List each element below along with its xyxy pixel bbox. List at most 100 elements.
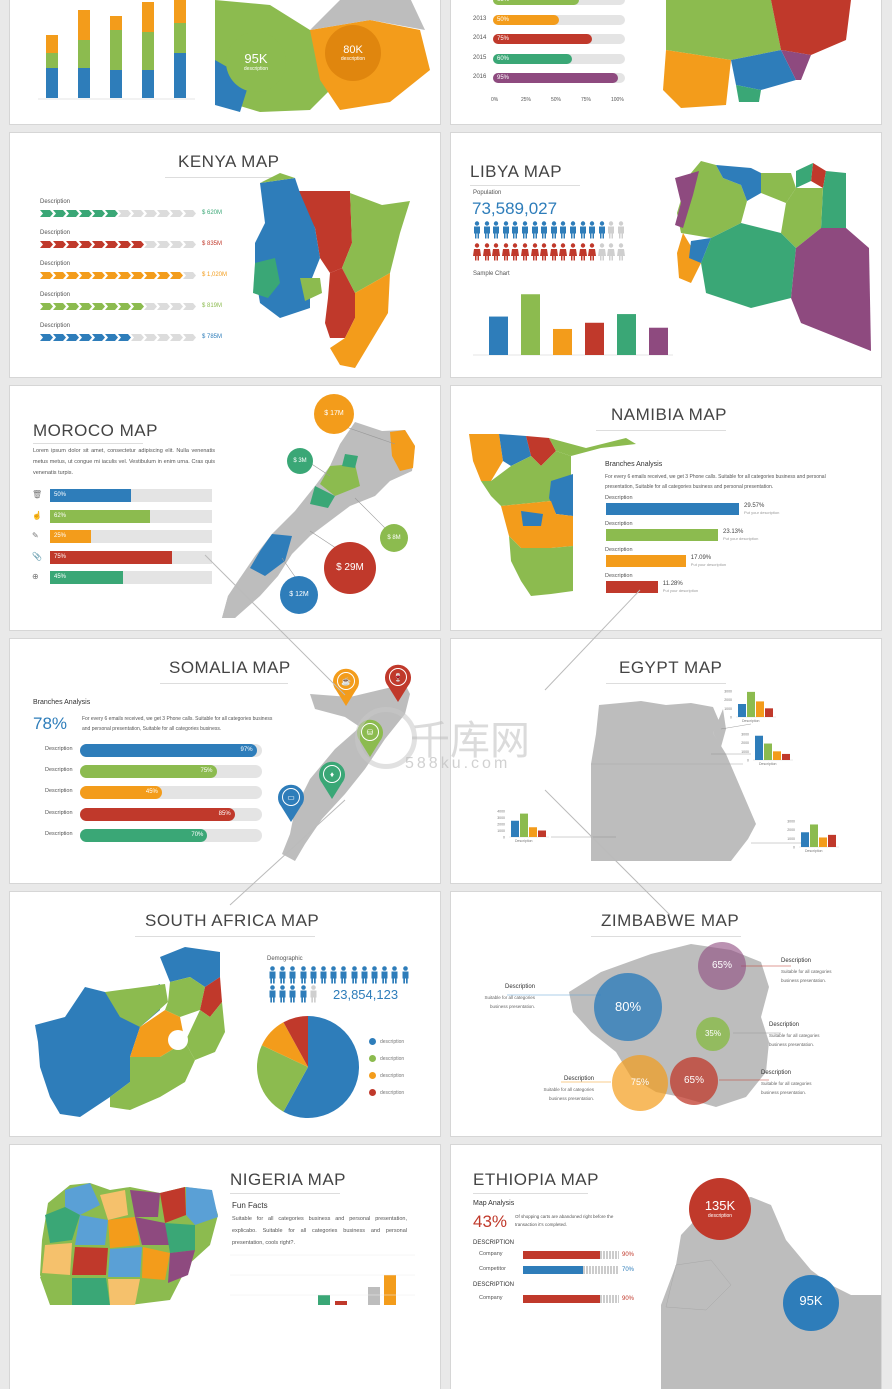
pie-slice: [257, 1045, 308, 1112]
callout-body: Suitable for all categories business pre…: [781, 969, 832, 983]
progress-label: 45%: [145, 789, 158, 796]
arrow-segment: [157, 272, 170, 279]
bar-percent: 17.09%: [690, 555, 712, 561]
map-pin[interactable]: 🍷: [383, 664, 413, 704]
zimbabwe-bubble-75: 75%: [612, 1055, 668, 1111]
comparison-bar: [523, 1295, 601, 1303]
axis-tick: 0: [730, 716, 732, 720]
slide-title: SOUTH AFRICA MAP: [145, 911, 320, 930]
row-label: Description: [40, 323, 71, 329]
arrow-segment: [183, 272, 196, 279]
map-pin[interactable]: ☕: [331, 668, 361, 708]
person-icon: [371, 966, 378, 984]
row-label: Description: [40, 261, 71, 267]
trash-icon: 🗑: [32, 490, 43, 499]
bar-sub: Put your description: [690, 562, 727, 567]
chart-bar: [810, 824, 818, 847]
zimbabwe-bubble-35: 35%: [696, 1017, 730, 1051]
row-label: Description: [45, 767, 73, 774]
arrow-bar: [40, 334, 196, 341]
arrow-segment: [118, 241, 131, 248]
slide-title: LIBYA MAP: [470, 162, 563, 181]
stacked-bar-segment: [46, 35, 58, 53]
progress-fill: 65%: [493, 0, 579, 5]
bubble-value: $ 3M: [293, 458, 307, 464]
chart-bar: [384, 1275, 396, 1305]
arrow-segment: [105, 303, 118, 310]
slide-egypt: EGYPT MAP 3000 2000 1000 0 Description 3000 20…: [451, 639, 881, 883]
row-label: Description: [40, 199, 71, 205]
cake-icon: ▭: [287, 793, 295, 802]
chart-bar: [756, 701, 764, 717]
axis-tick: 75%: [581, 97, 592, 103]
sample-chart-label: Sample Chart: [473, 271, 510, 277]
arrow-segment: [118, 210, 131, 217]
chart-bar: [764, 743, 772, 760]
zimbabwe-bubble-65-top: 65%: [698, 942, 746, 990]
arrow-segment: [157, 334, 170, 341]
arrow-segment: [183, 210, 196, 217]
axis-tick: 3000: [497, 816, 505, 820]
bubble-value: 95K: [244, 51, 268, 66]
row-label: Description: [45, 788, 73, 795]
south-africa-map: [35, 947, 225, 1117]
population-value: 23,854,123: [333, 987, 399, 1002]
person-icon: [351, 966, 358, 984]
arrow-segment: [144, 272, 157, 279]
morocco-bubble-17m: $ 17M: [314, 394, 354, 434]
chart-bar: [773, 751, 781, 760]
progress-fill: 95%: [493, 73, 619, 83]
map-pin[interactable]: ▭: [276, 784, 306, 824]
chart-bar: [335, 1301, 347, 1305]
morocco-bubble-8m: $ 8M: [380, 524, 408, 552]
arrow-segment: [53, 272, 66, 279]
stacked-bar-segment: [142, 70, 154, 98]
progress-fill: 50%: [493, 14, 559, 25]
stacked-bar-segment: [174, 53, 186, 98]
person-icon: [340, 966, 347, 984]
legend-swatch: [369, 1055, 376, 1062]
title-underline: [160, 683, 288, 684]
stacked-bar-segment: [78, 68, 90, 98]
arrow-bar: [40, 210, 196, 217]
progress-track: 62%: [50, 509, 212, 523]
axis-tick: 25%: [521, 97, 532, 103]
person-icon: [310, 966, 317, 984]
bubble-value: 135K: [704, 1198, 736, 1213]
bar: [606, 555, 686, 567]
progress-label: 70%: [191, 831, 204, 838]
top-right-map: [663, 0, 851, 108]
title-underline: [135, 936, 315, 937]
row-label: Competitor: [479, 1266, 506, 1272]
arrow-segment: [170, 272, 183, 279]
map-pin[interactable]: ♦: [317, 761, 347, 801]
female-person-icon: [492, 243, 501, 261]
legend-label: description: [380, 1056, 405, 1062]
progress-fill: 60%: [493, 53, 573, 64]
arrow-segment: [144, 210, 157, 217]
row-label: Description: [605, 521, 633, 527]
callout-body: Suitable for all categories business pre…: [769, 1033, 820, 1047]
connector-line: [720, 723, 752, 730]
progress-fill: 62%: [50, 509, 151, 523]
arrow-bar: [40, 303, 196, 310]
chart-bar: [617, 314, 636, 355]
chart-label: Description: [759, 762, 777, 766]
bar: [606, 503, 739, 515]
axis-tick: 3000: [787, 820, 795, 824]
progress-label: 75%: [200, 768, 213, 775]
ethiopia-bubble-135k: 135K description: [689, 1178, 751, 1240]
chart-bar: [529, 827, 537, 837]
progress-fill: 85%: [80, 807, 235, 821]
chart-bar: [538, 830, 546, 837]
top-left-bubble-1: 95K description: [226, 32, 286, 92]
chart-bar: [747, 691, 755, 717]
male-person-icon: [560, 221, 567, 239]
zoom-icon: ⊕: [32, 572, 39, 581]
arrow-segment: [118, 334, 131, 341]
comparison-bar: [523, 1266, 584, 1274]
person-icon: [330, 966, 337, 984]
somalia-description: For every 6 emails received, we get 3 Ph…: [82, 716, 273, 732]
axis-tick: 2000: [741, 741, 749, 745]
person-icon: [269, 966, 276, 984]
